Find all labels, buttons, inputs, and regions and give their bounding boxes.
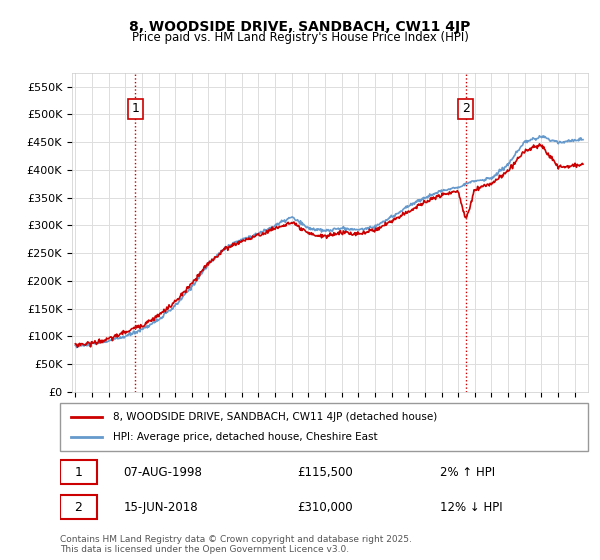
Text: 1: 1 xyxy=(74,466,82,479)
Text: 2% ↑ HPI: 2% ↑ HPI xyxy=(440,466,495,479)
Text: 8, WOODSIDE DRIVE, SANDBACH, CW11 4JP (detached house): 8, WOODSIDE DRIVE, SANDBACH, CW11 4JP (d… xyxy=(113,412,437,422)
Text: 8, WOODSIDE DRIVE, SANDBACH, CW11 4JP: 8, WOODSIDE DRIVE, SANDBACH, CW11 4JP xyxy=(130,20,470,34)
Text: HPI: Average price, detached house, Cheshire East: HPI: Average price, detached house, Ches… xyxy=(113,432,377,442)
Text: 15-JUN-2018: 15-JUN-2018 xyxy=(124,501,198,514)
Text: 2: 2 xyxy=(462,102,470,115)
Text: Contains HM Land Registry data © Crown copyright and database right 2025.
This d: Contains HM Land Registry data © Crown c… xyxy=(60,535,412,554)
Text: 1: 1 xyxy=(131,102,139,115)
Text: 2: 2 xyxy=(74,501,82,514)
Text: 07-AUG-1998: 07-AUG-1998 xyxy=(124,466,202,479)
Text: £115,500: £115,500 xyxy=(298,466,353,479)
Text: 12% ↓ HPI: 12% ↓ HPI xyxy=(440,501,503,514)
Text: Price paid vs. HM Land Registry's House Price Index (HPI): Price paid vs. HM Land Registry's House … xyxy=(131,31,469,44)
FancyBboxPatch shape xyxy=(60,403,588,451)
Text: £310,000: £310,000 xyxy=(298,501,353,514)
FancyBboxPatch shape xyxy=(60,460,97,484)
FancyBboxPatch shape xyxy=(60,495,97,520)
